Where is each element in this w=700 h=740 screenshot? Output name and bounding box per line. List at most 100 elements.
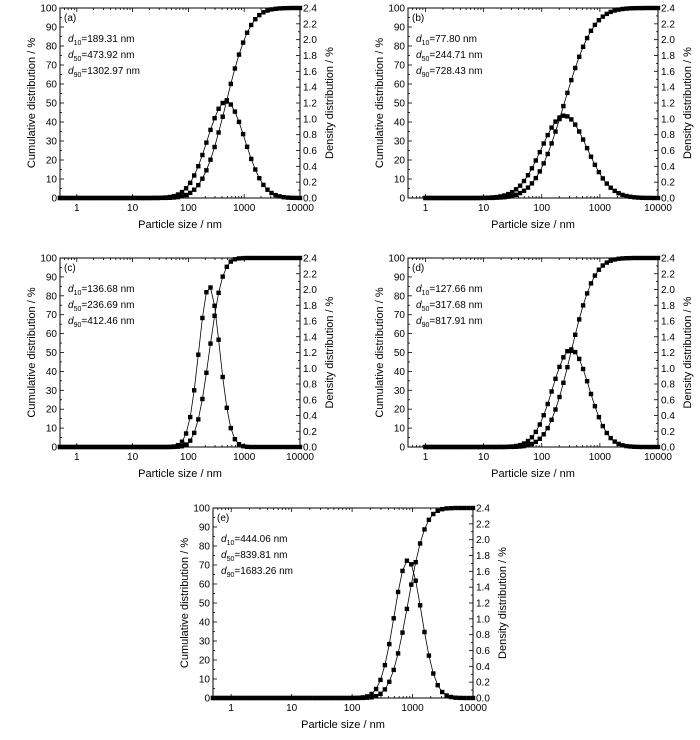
data-point: [549, 125, 554, 130]
x-tick-label: 100: [533, 452, 550, 463]
data-point: [257, 176, 262, 181]
data-point: [517, 444, 523, 449]
x-tick-label: 1000: [233, 203, 256, 214]
data-point: [453, 695, 458, 700]
y2-tick-label: 1.8: [661, 301, 675, 312]
data-point: [269, 444, 274, 450]
data-point: [208, 127, 213, 133]
data-point: [466, 695, 471, 701]
data-point: [261, 444, 266, 450]
y-tick-label: 80: [46, 42, 58, 53]
y-tick-label: 10: [394, 424, 406, 435]
y-tick-label: 40: [394, 367, 406, 378]
y2-tick-label: 2.4: [476, 504, 490, 515]
y-tick-label: 60: [199, 580, 211, 591]
data-point: [155, 444, 160, 450]
data-point: [470, 444, 475, 450]
data-point: [482, 195, 487, 201]
y2-tick-label: 1.4: [303, 83, 317, 94]
data-point: [215, 695, 220, 701]
data-point: [470, 695, 476, 701]
y2-tick-label: 2.4: [661, 4, 675, 15]
data-point: [498, 195, 503, 200]
data-point: [179, 189, 185, 195]
y2-tick-label: 1.8: [303, 51, 317, 62]
data-point: [163, 444, 168, 450]
data-point: [592, 404, 598, 409]
y-tick-label: 50: [199, 599, 211, 610]
data-point: [608, 435, 613, 441]
data-point: [470, 505, 476, 511]
data-point: [277, 444, 282, 450]
d-subscript: 10: [422, 40, 430, 47]
y-tick-label: 90: [46, 272, 58, 283]
y2-tick-label: 1.4: [661, 332, 675, 343]
data-point: [212, 144, 217, 150]
data-point: [400, 630, 405, 635]
d-value: =317.68 nm: [429, 300, 482, 311]
x-axis-title: Particle size / nm: [138, 468, 222, 480]
data-point: [261, 255, 266, 261]
y-tick-label: 30: [394, 137, 406, 148]
data-point: [616, 441, 621, 447]
cumulative-series: [57, 255, 303, 450]
y-tick-label: 50: [46, 348, 58, 359]
y2-tick-label: 0.6: [661, 146, 675, 157]
data-point: [78, 444, 83, 450]
data-point: [268, 695, 273, 701]
data-point: [147, 444, 152, 450]
data-point: [608, 185, 613, 190]
y2-tick-label: 0.6: [303, 146, 317, 157]
d-value: =412.46 nm: [81, 316, 134, 327]
data-point: [204, 140, 209, 145]
y-tick-label: 30: [199, 637, 211, 648]
y2-tick-label: 0.6: [661, 395, 675, 406]
data-point: [269, 190, 274, 196]
data-point: [651, 444, 657, 450]
data-point: [285, 5, 290, 11]
data-point: [647, 444, 653, 450]
y-tick-label: 0: [204, 694, 210, 705]
data-point: [561, 103, 566, 109]
d-subscript: 10: [74, 40, 82, 47]
y-tick-label: 80: [199, 542, 211, 553]
y2-tick-label: 2.0: [661, 285, 675, 296]
data-point: [273, 444, 278, 450]
data-point: [228, 695, 233, 701]
data-point: [273, 255, 278, 261]
x-tick-label: 1000: [233, 452, 256, 463]
data-point: [521, 188, 527, 193]
density-series: [210, 558, 476, 701]
x-tick-label: 10000: [644, 203, 672, 214]
d-symbol: d: [68, 284, 74, 295]
cumulative-series: [423, 255, 661, 450]
y2-tick-label: 1.6: [661, 317, 675, 328]
d-subscript: 90: [74, 72, 82, 79]
d-value-annotation: d90=412.46 nm: [68, 316, 134, 329]
data-point: [196, 164, 201, 169]
data-point: [616, 7, 621, 12]
data-point: [224, 98, 229, 103]
data-point: [208, 285, 213, 290]
data-point: [122, 195, 128, 201]
data-point: [285, 444, 290, 450]
d-value-annotation: d10=77.80 nm: [416, 34, 477, 47]
x-tick-label: 100: [180, 203, 197, 214]
data-point: [240, 444, 246, 449]
data-point: [525, 173, 531, 178]
y-tick-label: 40: [199, 618, 211, 629]
data-point: [188, 438, 193, 443]
data-point: [240, 40, 246, 45]
y2-tick-label: 2.0: [303, 285, 317, 296]
data-point: [478, 195, 483, 201]
y2-tick-label: 0.0: [303, 443, 317, 454]
data-point: [604, 181, 609, 186]
data-point: [61, 444, 67, 450]
y-tick-label: 60: [46, 80, 58, 91]
d-value: =817.91 nm: [429, 316, 482, 327]
data-point: [293, 195, 299, 201]
data-point: [183, 442, 189, 447]
data-point: [167, 195, 172, 200]
data-point: [457, 505, 462, 511]
data-point: [281, 255, 286, 261]
